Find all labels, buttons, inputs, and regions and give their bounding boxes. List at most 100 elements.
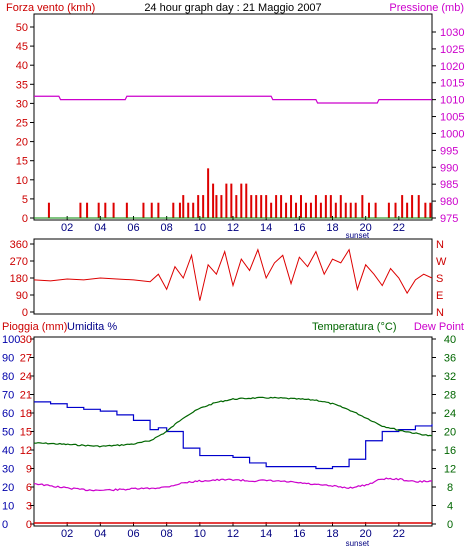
wind-speed-bar: [212, 183, 215, 218]
pressure-tick-label: 985: [440, 179, 458, 191]
wind-speed-bar: [220, 195, 223, 218]
time-tick-label: 08: [161, 528, 173, 540]
wind-speed-bar: [361, 195, 364, 218]
wind-speed-bar: [235, 195, 238, 218]
time-tick-label: 12: [227, 222, 239, 234]
pressure-line: [34, 95, 432, 104]
wind-speed-bar: [182, 195, 185, 218]
wind-speed-bar: [178, 202, 181, 218]
wind-speed-tick-label: 5: [22, 194, 28, 206]
wind-speed-bar: [240, 183, 243, 218]
pressure-tick-label: 1005: [440, 112, 464, 124]
wind-speed-bar: [295, 202, 298, 218]
wind-speed-tick-label: 50: [16, 22, 28, 34]
pressure-tick-label: 1010: [440, 95, 464, 107]
wind-speed-bar: [157, 202, 160, 218]
rain-tick-label: 21: [20, 390, 32, 402]
wind-speed-tick-label: 40: [16, 60, 28, 72]
direction-tick-label: 90: [16, 290, 28, 302]
wind-speed-tick-label: 0: [22, 213, 28, 225]
wind-speed-bar: [86, 202, 89, 218]
wind-speed-bar: [260, 195, 263, 218]
wind-speed-bar: [394, 202, 397, 218]
wind-speed-bar: [349, 202, 352, 218]
time-tick-label: 22: [393, 222, 405, 234]
rain-tick-label: 30: [20, 334, 32, 346]
compass-tick-label: S: [436, 273, 443, 285]
temperature-axis: 0 4 8 12 16 20 24 28 32 36 40: [432, 334, 456, 531]
wind-speed-axis: 0 5 10 15 20 25 30 35 40 45 50: [16, 22, 34, 225]
temperature-tick-label: 16: [444, 445, 456, 457]
dew-point-line: [33, 477, 433, 492]
wind-speed-bar: [207, 168, 210, 218]
time-tick-label: 02: [61, 222, 73, 234]
wind-speed-bar: [142, 202, 145, 218]
wind-speed-tick-label: 10: [16, 175, 28, 187]
wind-speed-bar: [112, 202, 115, 218]
wind-direction-line: [33, 248, 433, 301]
time-tick-label: 12: [227, 528, 239, 540]
time-tick-label: 02: [61, 528, 73, 540]
direction-tick-label: 360: [10, 239, 28, 251]
time-tick-label: 22: [393, 528, 405, 540]
pressure-tick-label: 990: [440, 162, 458, 174]
temperature-tick-label: 28: [444, 390, 456, 402]
pressure-tick-label: 1025: [440, 44, 464, 56]
wind-speed-bar: [424, 202, 427, 218]
wind-speed-bars: [34, 168, 432, 219]
wind-speed-bar: [339, 195, 342, 218]
humidity-tick-label: 70: [2, 390, 14, 402]
temperature-tick-label: 8: [447, 482, 453, 494]
wind-speed-bar: [290, 195, 293, 218]
wind-speed-tick-label: 35: [16, 79, 28, 91]
wind-speed-bar: [280, 195, 283, 218]
rain-tick-label: 15: [20, 427, 32, 439]
temperature-tick-label: 40: [444, 334, 456, 346]
temperature-line: [33, 396, 433, 448]
humidity-temperature-panel: Pioggia (mm) Umidita % Temperatura (°C) …: [2, 321, 464, 548]
wind-speed-bar: [192, 202, 195, 218]
temperature-tick-label: 24: [444, 408, 456, 420]
humidity-tick-label: 20: [2, 482, 14, 494]
wind-speed-bar: [150, 202, 153, 218]
wind-speed-tick-label: 20: [16, 137, 28, 149]
direction-tick-label: 0: [22, 307, 28, 319]
time-tick-label: 18: [326, 222, 338, 234]
rain-axis-label: Pioggia (mm): [2, 321, 67, 333]
humidity-tick-label: 90: [2, 353, 14, 365]
rain-tick-label: 0: [26, 519, 32, 531]
wind-speed-bar: [47, 202, 50, 218]
time-tick-label: 10: [194, 528, 206, 540]
wind-speed-bar: [304, 202, 307, 218]
humidity-tick-label: 80: [2, 371, 14, 383]
wind-speed-bar: [255, 195, 258, 218]
wind-speed-bar: [187, 202, 190, 218]
wind-speed-bar: [275, 195, 278, 218]
pressure-tick-label: 975: [440, 213, 458, 225]
wind-speed-axis-label: Forza vento (kmh): [6, 2, 95, 14]
pressure-tick-label: 980: [440, 196, 458, 208]
wind-speed-bar: [406, 202, 409, 218]
wind-speed-bar: [314, 195, 317, 218]
rain-tick-label: 6: [26, 482, 32, 494]
time-tick-label: 18: [326, 528, 338, 540]
time-tick-label: 16: [293, 528, 305, 540]
time-tick-label: 06: [127, 222, 139, 234]
temperature-tick-label: 32: [444, 371, 456, 383]
direction-tick-label: 180: [10, 273, 28, 285]
pressure-tick-label: 1015: [440, 78, 464, 90]
wind-speed-bar: [344, 202, 347, 218]
humidity-tick-label: 60: [2, 408, 14, 420]
humidity-tick-label: 10: [2, 501, 14, 513]
sunset-label: sunset: [346, 539, 370, 548]
pressure-tick-label: 995: [440, 145, 458, 157]
pressure-axis: 975 980 985 990 995 1000 1005 1010 1015 1020 1025 1…: [432, 27, 464, 225]
wind-speed-bar: [97, 202, 100, 218]
rain-tick-label: 27: [20, 353, 32, 365]
wind-speed-bar: [172, 202, 175, 218]
